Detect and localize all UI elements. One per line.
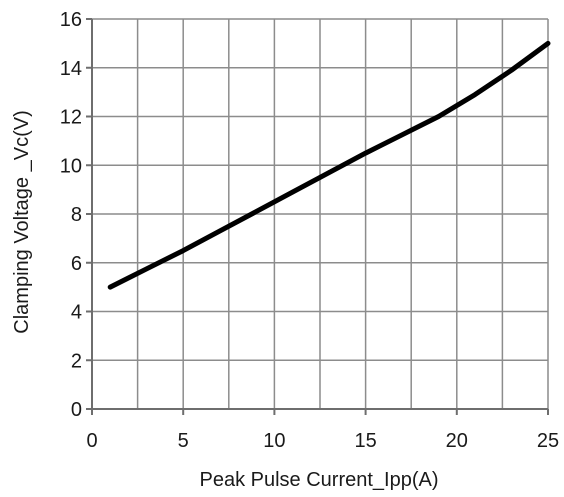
x-tick-label: 20: [446, 430, 468, 452]
y-tick-label: 0: [71, 399, 82, 421]
x-tick-label: 25: [537, 430, 559, 452]
y-tick-label: 10: [60, 155, 82, 177]
grid: [92, 18, 549, 409]
y-tick-label: 6: [71, 253, 82, 275]
x-axis-title: Peak Pulse Current_Ipp(A): [199, 469, 438, 491]
x-tick-label: 5: [178, 430, 189, 452]
y-tick-label: 2: [71, 350, 82, 372]
y-tick-label: 4: [71, 302, 82, 324]
y-axis-title: Clamping Voltage _Vc(V): [11, 110, 33, 333]
ticks: 0 2 4 6 8 10 12 14 16 0 5 10 15 20 25: [60, 9, 559, 452]
y-tick-label: 8: [71, 204, 82, 226]
x-tick-label: 0: [86, 430, 97, 452]
series: [107, 40, 551, 290]
y-tick-label: 12: [60, 107, 82, 129]
x-tick-label: 10: [263, 430, 285, 452]
y-tick-label: 14: [60, 58, 82, 80]
y-tick-label: 16: [60, 9, 82, 31]
x-tick-label: 15: [354, 430, 376, 452]
series-line: [107, 40, 551, 290]
